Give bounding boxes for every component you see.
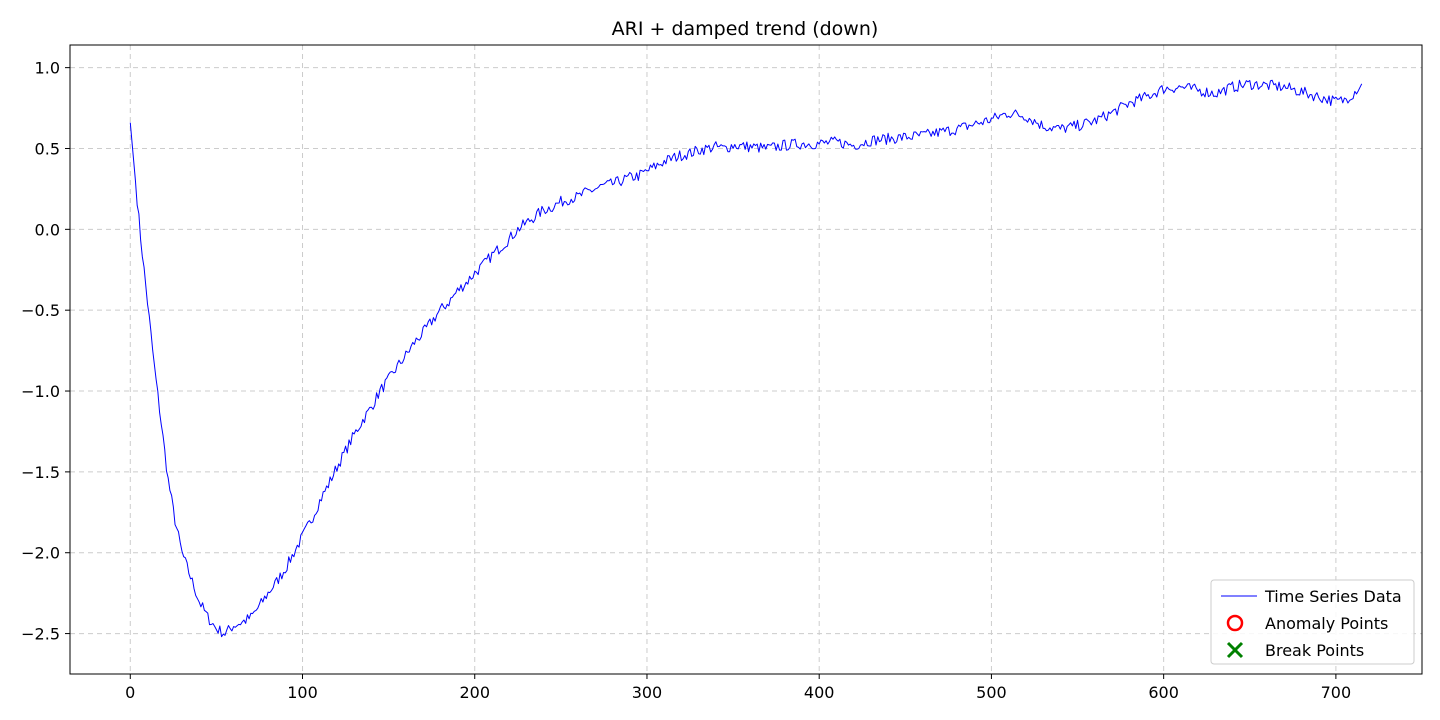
x-tick-label: 200 <box>459 683 490 702</box>
y-tick-label: −1.0 <box>21 382 60 401</box>
chart-title: ARI + damped trend (down) <box>612 18 879 40</box>
axis-ticks: 0 100 200 300 400 500 600 700 1.0 0.5 0.0 −0.5 −1.0 −… <box>21 59 1351 702</box>
y-tick-label: −1.5 <box>21 463 60 482</box>
x-tick-label: 300 <box>632 683 663 702</box>
y-tick-label: 0.5 <box>35 139 60 158</box>
plot-frame <box>69 44 1423 675</box>
x-tick-label: 600 <box>1148 683 1179 702</box>
y-tick-label: −2.5 <box>21 625 60 644</box>
legend-break-marker <box>1226 641 1244 659</box>
y-tick-label: 0.0 <box>35 220 60 239</box>
legend-label: Break Points <box>1265 641 1364 660</box>
series-line-time-series-data <box>129 79 1363 638</box>
x-tick-label: 0 <box>125 683 135 702</box>
x-tick-label: 700 <box>1321 683 1352 702</box>
legend-anomaly-marker <box>1226 614 1244 632</box>
legend-box <box>1210 579 1415 665</box>
grid-lines <box>70 45 1422 674</box>
x-tick-label: 100 <box>287 683 318 702</box>
legend-label: Anomaly Points <box>1265 614 1388 633</box>
x-tick-label: 500 <box>976 683 1007 702</box>
x-tick-label: 400 <box>804 683 835 702</box>
legend: Time Series Data Anomaly Points Break Poin… <box>1210 579 1415 665</box>
legend-label: Time Series Data <box>1264 587 1402 606</box>
y-tick-label: 1.0 <box>35 59 60 78</box>
y-tick-label: −2.0 <box>21 544 60 563</box>
series-layer <box>129 79 1363 638</box>
y-tick-label: −0.5 <box>21 301 60 320</box>
